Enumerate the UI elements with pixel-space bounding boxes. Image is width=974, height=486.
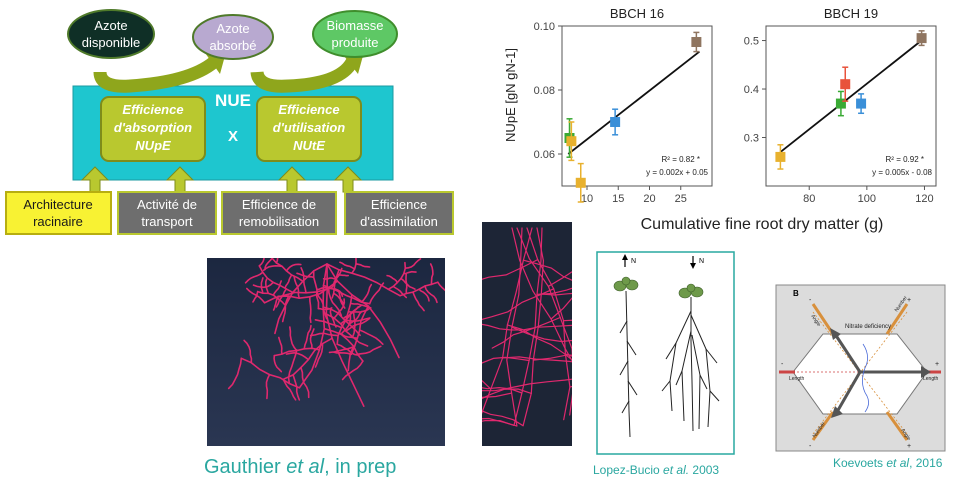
nupe-line3: NUpE bbox=[135, 138, 171, 153]
lopez-bucio-figure: N N bbox=[596, 251, 735, 455]
caption-lopez-year: 2003 bbox=[689, 463, 719, 477]
data-point bbox=[576, 178, 586, 188]
regression-line bbox=[568, 52, 699, 154]
multiply-sign: X bbox=[228, 128, 238, 145]
azote-absorbe-line2: absorbé bbox=[210, 38, 257, 53]
y-tick-label: 0.08 bbox=[534, 85, 555, 97]
caption-gauthier-author: Gauthier bbox=[204, 456, 286, 478]
biomasse-line2: produite bbox=[332, 35, 379, 50]
caption-koevoets-year: , 2016 bbox=[909, 456, 942, 470]
y-tick-label: 0.5 bbox=[744, 36, 759, 48]
koevoets-length-left: Length bbox=[789, 376, 805, 382]
caption-koevoets-author: Koevoets bbox=[833, 456, 886, 470]
koevoets-plus-1: + bbox=[935, 361, 939, 368]
y-tick-label: 0.3 bbox=[744, 133, 759, 145]
root-photo-large bbox=[207, 258, 445, 446]
biomasse-line1: Biomasse bbox=[326, 18, 383, 33]
regression-equation: y = 0.005x - 0.08 bbox=[872, 168, 932, 177]
caption-lopez: Lopez-Bucio et al. 2003 bbox=[593, 463, 719, 477]
nupe-line2: d'absorption bbox=[114, 120, 192, 135]
factor-transport-line1: Activité de bbox=[137, 197, 197, 212]
azote-disponible-line2: disponible bbox=[82, 35, 141, 50]
y-tick-label: 0.06 bbox=[534, 149, 555, 161]
koevoets-plus-2: + bbox=[907, 297, 911, 304]
y-tick-label: 0.4 bbox=[744, 84, 759, 96]
koevoets-figure: B Nitrate deficiency Length Length Angle… bbox=[775, 284, 946, 452]
data-point bbox=[836, 99, 846, 109]
r-squared: R² = 0.92 * bbox=[886, 155, 924, 164]
data-point bbox=[840, 79, 850, 89]
chart-bbch19: BBCH 19 80 100 120 0.3 0.4 0.5 R² = 0.92 * y = 0… bbox=[744, 6, 936, 205]
nute-line3: NUtE bbox=[293, 138, 325, 153]
factor-remobilisation-line2: remobilisation bbox=[239, 214, 319, 229]
data-point bbox=[775, 152, 785, 162]
nue-label: NUE bbox=[215, 91, 251, 110]
x-tick-label: 25 bbox=[675, 193, 687, 205]
azote-disponible-line1: Azote bbox=[94, 18, 127, 33]
caption-lopez-author: Lopez-Bucio bbox=[593, 463, 663, 477]
root-photo-tall bbox=[482, 222, 572, 446]
factor-assimilation-line1: Efficience bbox=[371, 197, 427, 212]
factor-architecture-line1: Architecture bbox=[23, 197, 92, 212]
nute-line1: Efficience bbox=[278, 102, 339, 117]
x-tick-label: 80 bbox=[803, 193, 815, 205]
y-tick-label: 0.10 bbox=[534, 21, 555, 33]
data-point bbox=[856, 99, 866, 109]
koevoets-panel-letter: B bbox=[793, 289, 799, 298]
caption-lopez-etal: et al. bbox=[663, 463, 689, 477]
x-tick-label: 20 bbox=[643, 193, 655, 205]
nupe-charts: BBCH 16 10 15 20 25 0.06 0.08 0.10 R² = 0.82 * y … bbox=[480, 0, 974, 245]
x-tick-label: 15 bbox=[612, 193, 624, 205]
r-squared: R² = 0.82 * bbox=[662, 155, 700, 164]
koevoets-length-right: Length bbox=[923, 376, 939, 382]
caption-gauthier-etal: et al bbox=[286, 456, 324, 478]
arrow-absorption bbox=[100, 62, 214, 86]
chart-title: BBCH 16 bbox=[610, 6, 664, 21]
nupe-line1: Efficience bbox=[122, 102, 183, 117]
chart-bbch16: BBCH 16 10 15 20 25 0.06 0.08 0.10 R² = 0.82 * y … bbox=[534, 6, 712, 205]
caption-gauthier-rest: , in prep bbox=[324, 456, 396, 478]
chart-xlabel: Cumulative fine root dry matter (g) bbox=[641, 216, 884, 233]
x-tick-label: 100 bbox=[858, 193, 876, 205]
nute-line2: d'utilisation bbox=[273, 120, 345, 135]
arrow-utilisation bbox=[257, 62, 352, 86]
data-point bbox=[691, 37, 701, 47]
regression-equation: y = 0.002x + 0.05 bbox=[646, 168, 708, 177]
regression-line bbox=[780, 38, 924, 152]
data-point bbox=[566, 136, 576, 146]
data-point bbox=[610, 117, 620, 127]
koevoets-nitrate: Nitrate deficiency bbox=[845, 324, 891, 330]
chart-title: BBCH 19 bbox=[824, 6, 878, 21]
lopez-left-n: N bbox=[631, 258, 636, 265]
lopez-right-n: N bbox=[699, 258, 704, 265]
factor-assimilation-line2: d'assimilation bbox=[360, 214, 438, 229]
factor-architecture-line2: racinaire bbox=[33, 214, 83, 229]
x-tick-label: 120 bbox=[915, 193, 933, 205]
factor-transport-line2: transport bbox=[141, 214, 193, 229]
data-point bbox=[917, 33, 927, 43]
caption-gauthier: Gauthier et al, in prep bbox=[204, 456, 396, 479]
x-tick-label: 10 bbox=[581, 193, 593, 205]
koevoets-plus-3: + bbox=[907, 443, 911, 450]
caption-koevoets-etal: et al bbox=[886, 456, 909, 470]
chart-ylabel: NUpE [gN gN-1] bbox=[503, 48, 518, 142]
caption-koevoets: Koevoets et al, 2016 bbox=[833, 456, 942, 470]
azote-absorbe-line1: Azote bbox=[216, 21, 249, 36]
nue-diagram: NUE X Efficience d'absorption NUpE Effic… bbox=[0, 0, 470, 245]
factor-remobilisation-line1: Efficience de bbox=[242, 197, 316, 212]
